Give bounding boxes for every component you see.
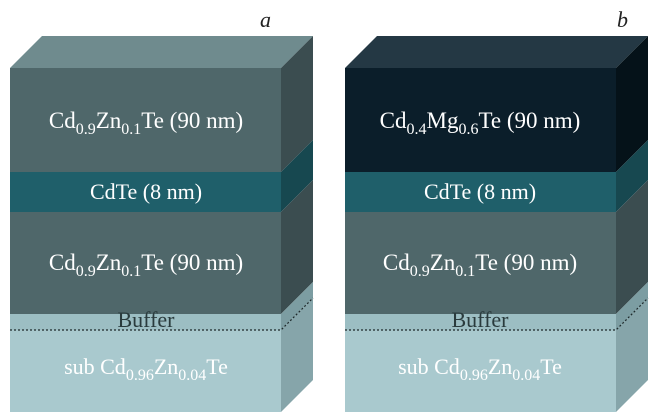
stack-a-substrate-label: sub Cd0.96Zn0.04Te <box>64 354 228 384</box>
stack-a-top-layer <box>10 68 281 172</box>
stack-a-buffer-label: Buffer <box>117 307 175 332</box>
stack-a-well-layer <box>10 172 281 212</box>
stack-a-top-face <box>10 36 313 68</box>
stack-b-well-layer <box>345 172 616 212</box>
stack-a-letter: a <box>260 7 271 32</box>
stack-a-side-top-layer <box>281 36 313 172</box>
stack-b-top-label: Cd0.4Mg0.6Te (90 nm) <box>380 108 581 138</box>
stack-b-buffer-label: Buffer <box>451 307 509 332</box>
stack-a-bottom-label: Cd0.9Zn0.1Te (90 nm) <box>49 250 243 280</box>
stack-b-side-bottom-layer <box>616 180 648 314</box>
stack-b-top-face <box>345 36 648 68</box>
stack-b-side-well-layer <box>616 140 648 212</box>
stack-b-substrate <box>345 330 616 412</box>
stack-a-side-substrate <box>281 298 313 412</box>
stack-b-side-substrate <box>616 298 648 412</box>
stack-a-side-bottom-layer <box>281 180 313 314</box>
stack-a-top-label: Cd0.9Zn0.1Te (90 nm) <box>49 108 243 138</box>
stack-b-buffer-dotted-line <box>345 297 649 331</box>
stack-b-letter: b <box>617 7 628 32</box>
stack-b-buffer-layer <box>345 314 616 330</box>
stack-b-well-label: CdTe (8 nm) <box>424 179 536 204</box>
stack-b-bottom-layer <box>345 212 616 314</box>
stack-b-side-top-layer <box>616 36 648 172</box>
stack-b-substrate-label: sub Cd0.96Zn0.04Te <box>398 354 562 384</box>
stack-a-side-buffer-layer <box>281 282 313 330</box>
stack-b-bottom-label: Cd0.9Zn0.1Te (90 nm) <box>383 250 577 280</box>
stack-a-bottom-layer <box>10 212 281 314</box>
stack-a-side-well-layer <box>281 140 313 212</box>
stack-a-buffer-dotted-line <box>10 297 314 331</box>
stack-a-substrate <box>10 330 281 412</box>
stack-a-well-label: CdTe (8 nm) <box>90 179 202 204</box>
stack-a: a Cd0.9Zn0.1Te (90 nm) CdTe (8 nm) Cd0.9… <box>10 7 314 412</box>
stack-b-top-layer <box>345 68 616 172</box>
stack-b: b Cd0.4Mg0.6Te (90 nm) CdTe (8 nm) Cd0.9… <box>345 7 649 412</box>
stack-b-side-buffer-layer <box>616 282 648 330</box>
stack-a-buffer-layer <box>10 314 281 330</box>
